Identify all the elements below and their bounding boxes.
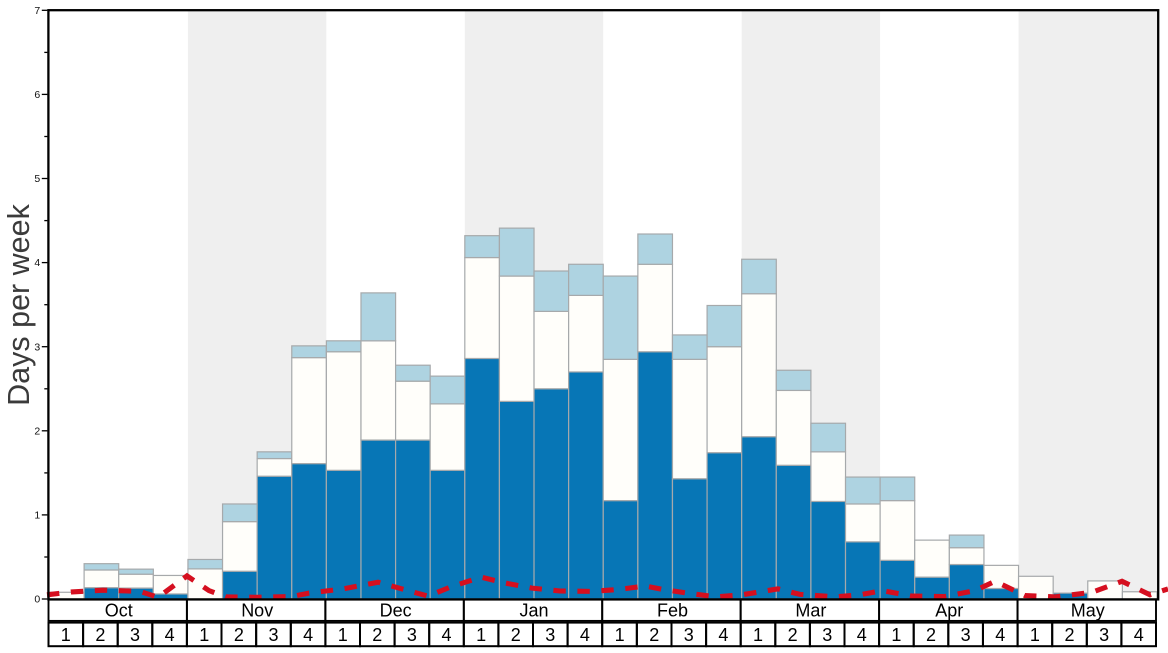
svg-text:Jan: Jan — [519, 601, 548, 621]
svg-text:1: 1 — [61, 625, 71, 645]
svg-text:1: 1 — [753, 625, 763, 645]
svg-text:6: 6 — [34, 89, 40, 101]
svg-text:4: 4 — [441, 625, 451, 645]
svg-text:4: 4 — [165, 625, 175, 645]
svg-text:0: 0 — [34, 594, 40, 606]
svg-text:3: 3 — [961, 625, 971, 645]
svg-text:2: 2 — [926, 625, 936, 645]
svg-text:4: 4 — [303, 625, 313, 645]
svg-text:4: 4 — [718, 625, 728, 645]
svg-text:2: 2 — [34, 425, 40, 437]
svg-text:3: 3 — [822, 625, 832, 645]
svg-text:2: 2 — [649, 625, 659, 645]
svg-text:2: 2 — [234, 625, 244, 645]
svg-text:2: 2 — [511, 625, 521, 645]
svg-text:7: 7 — [34, 5, 40, 17]
svg-text:Oct: Oct — [105, 601, 133, 621]
svg-text:1: 1 — [615, 625, 625, 645]
svg-text:2: 2 — [788, 625, 798, 645]
svg-text:1: 1 — [199, 625, 209, 645]
svg-text:1: 1 — [476, 625, 486, 645]
svg-text:Feb: Feb — [657, 601, 688, 621]
svg-text:3: 3 — [407, 625, 417, 645]
svg-text:3: 3 — [34, 341, 40, 353]
svg-text:May: May — [1071, 601, 1105, 621]
svg-text:2: 2 — [95, 625, 105, 645]
svg-text:5: 5 — [34, 173, 40, 185]
svg-text:Nov: Nov — [241, 601, 273, 621]
svg-text:Dec: Dec — [380, 601, 412, 621]
svg-text:1: 1 — [338, 625, 348, 645]
svg-text:4: 4 — [995, 625, 1005, 645]
svg-text:2: 2 — [1064, 625, 1074, 645]
svg-text:4: 4 — [34, 257, 40, 269]
svg-text:Days per week: Days per week — [2, 203, 36, 405]
svg-text:3: 3 — [130, 625, 140, 645]
svg-text:1: 1 — [1030, 625, 1040, 645]
svg-text:1: 1 — [891, 625, 901, 645]
svg-text:3: 3 — [1099, 625, 1109, 645]
svg-text:3: 3 — [268, 625, 278, 645]
svg-text:1: 1 — [34, 510, 40, 522]
svg-text:Mar: Mar — [795, 601, 826, 621]
svg-text:3: 3 — [684, 625, 694, 645]
svg-text:2: 2 — [372, 625, 382, 645]
svg-text:Apr: Apr — [935, 601, 963, 621]
svg-text:4: 4 — [857, 625, 867, 645]
svg-text:3: 3 — [545, 625, 555, 645]
svg-text:4: 4 — [580, 625, 590, 645]
svg-text:4: 4 — [1134, 625, 1144, 645]
